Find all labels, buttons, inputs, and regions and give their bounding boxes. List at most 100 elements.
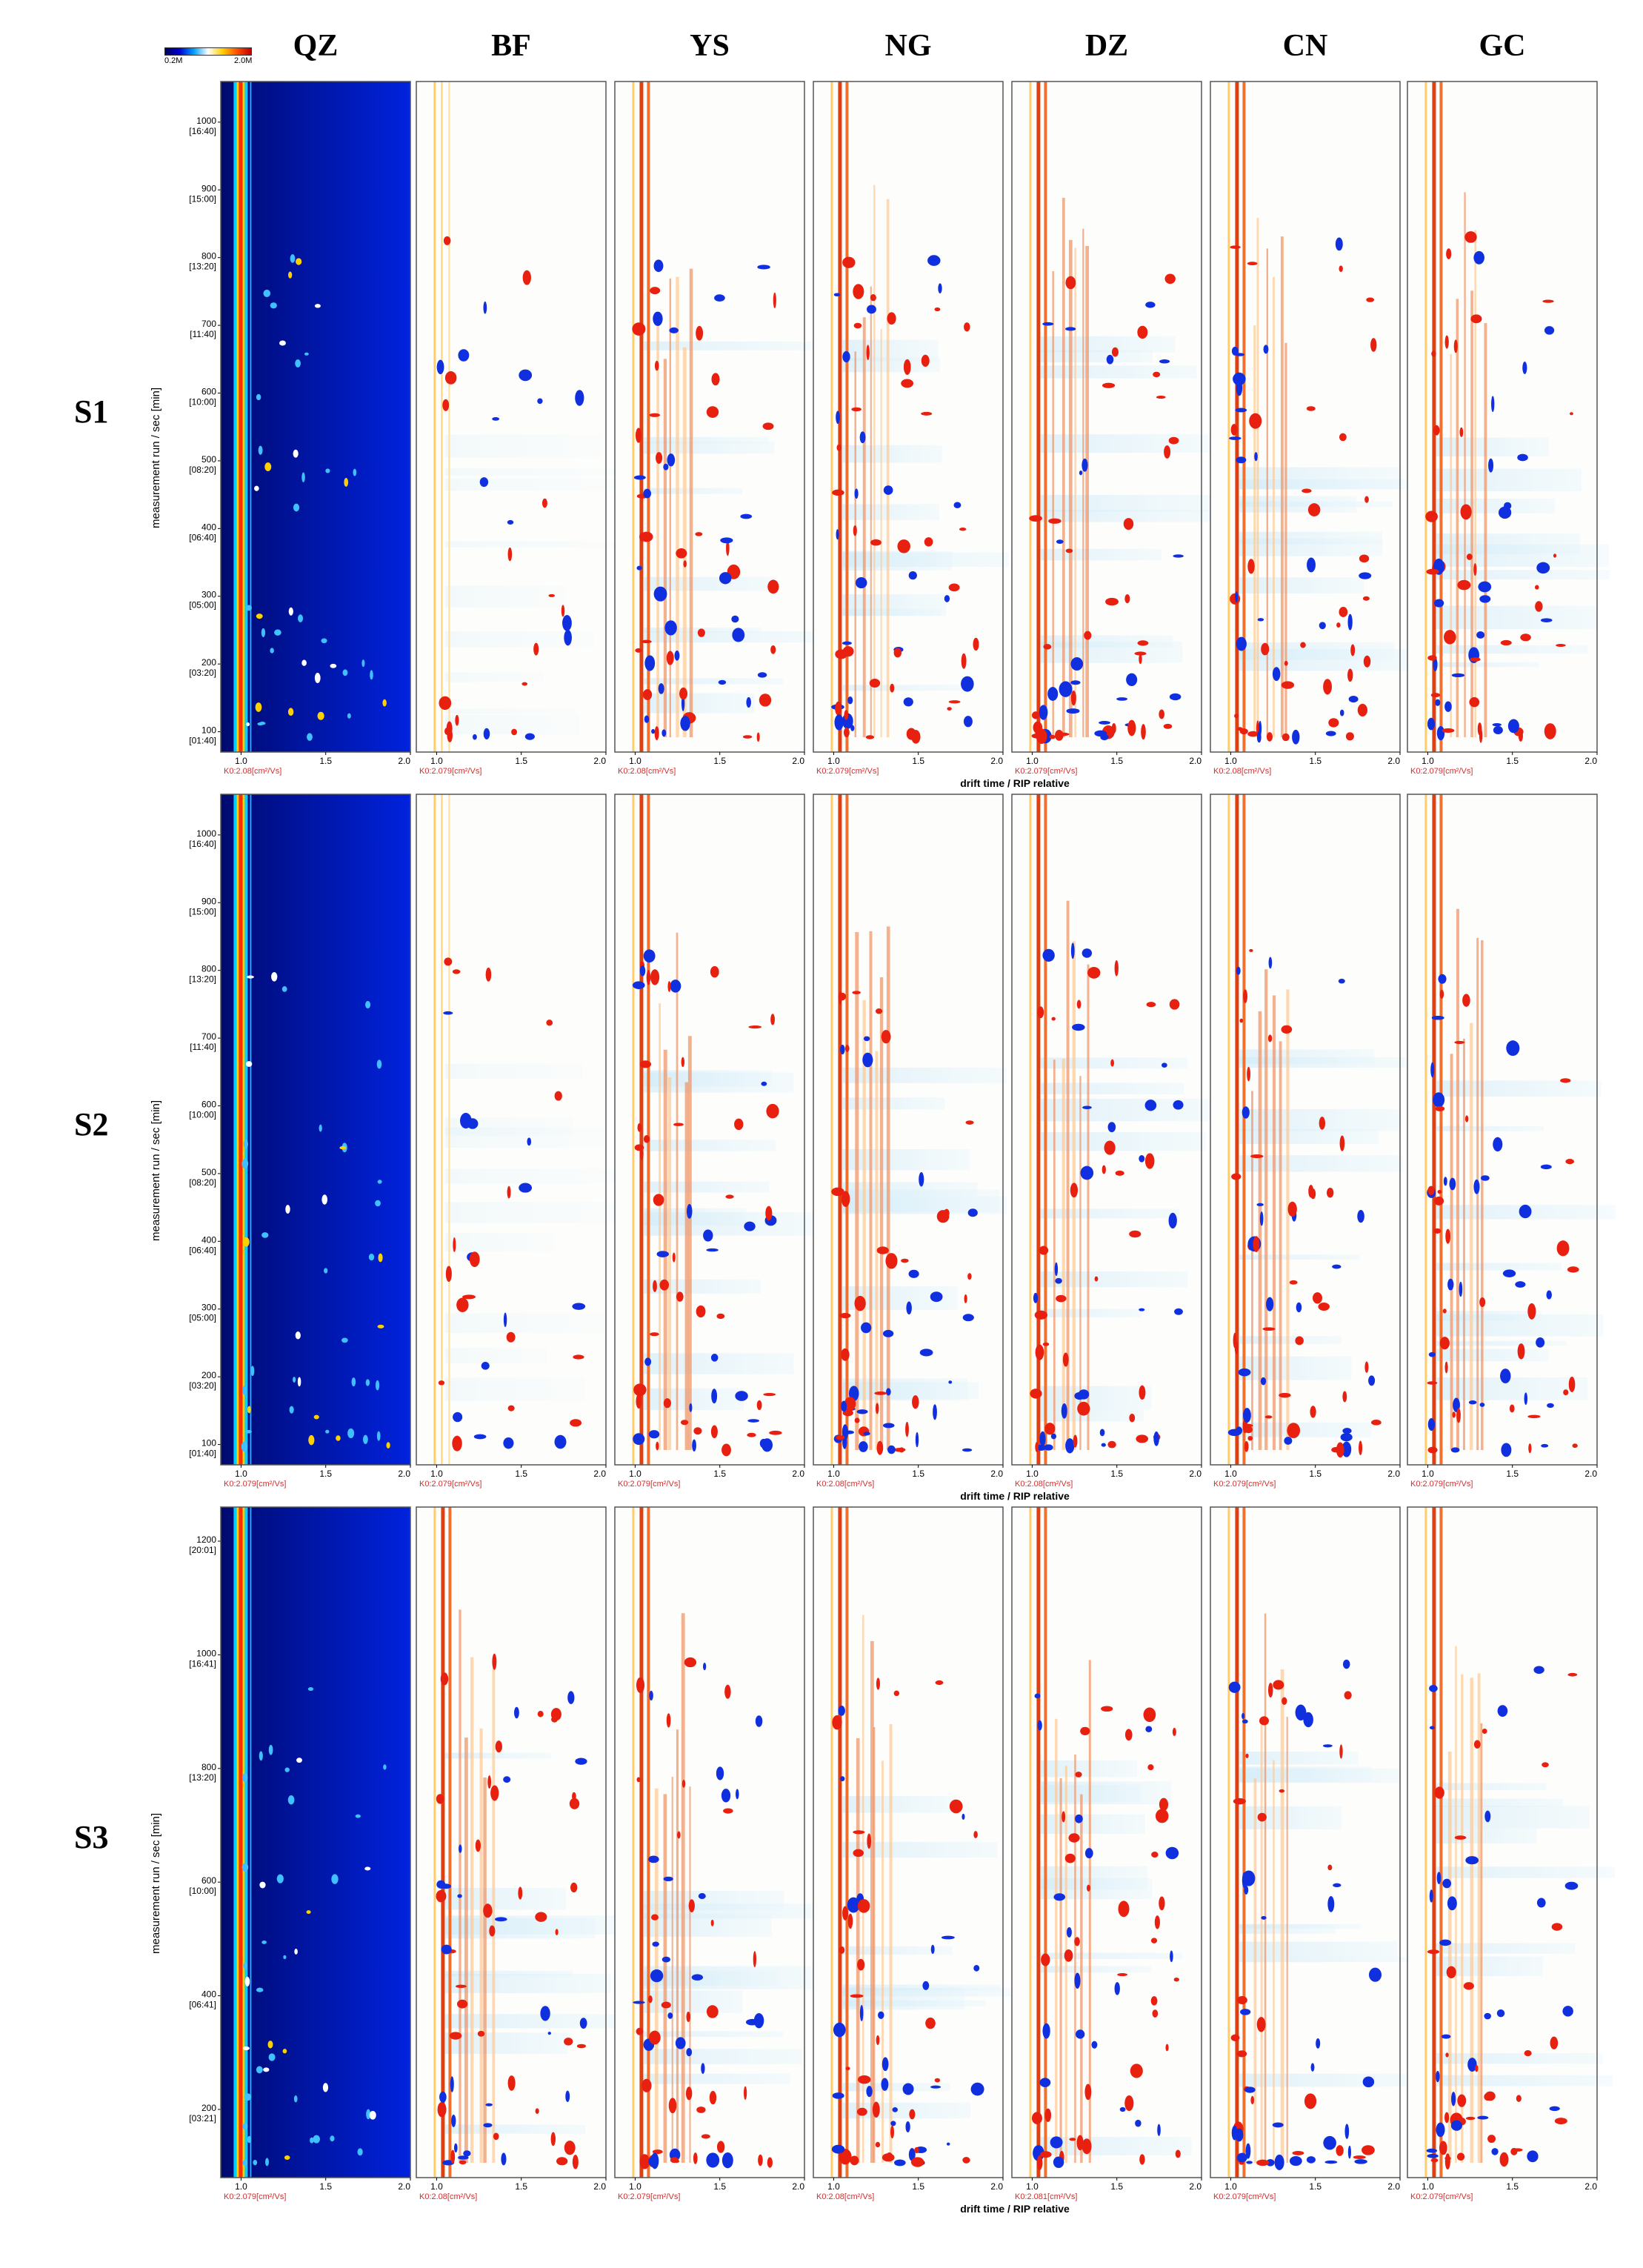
peak xyxy=(1111,347,1119,357)
peak xyxy=(1062,1352,1069,1367)
peak xyxy=(1339,433,1347,442)
peak xyxy=(241,1158,249,1169)
peak xyxy=(336,1435,341,1441)
peak xyxy=(1325,731,1336,736)
peak xyxy=(1439,1939,1452,1946)
peak xyxy=(683,560,687,568)
peak xyxy=(847,1913,853,1929)
peak xyxy=(1452,1411,1456,1418)
peak xyxy=(734,1118,744,1131)
peak xyxy=(546,1020,553,1026)
difference-band xyxy=(1040,510,1218,522)
k0-label: K0:2.079[cm²/Vs] xyxy=(618,2192,680,2201)
peak xyxy=(1143,1707,1156,1723)
peak xyxy=(1030,1389,1042,1399)
peak xyxy=(852,991,861,994)
peak xyxy=(458,2155,469,2160)
peak-streak xyxy=(1062,1058,1065,1450)
peak xyxy=(632,981,645,989)
difference-band xyxy=(643,436,770,444)
rip-line xyxy=(845,794,849,1465)
peak xyxy=(1430,693,1441,698)
rip-line xyxy=(1029,794,1032,1465)
peak xyxy=(276,1874,284,1883)
peak xyxy=(1335,237,1343,251)
peak xyxy=(636,2027,644,2035)
peak xyxy=(246,722,250,727)
panel-s1-ng: 1.0 1.5 2.0K0:2.079[cm²/Vs] xyxy=(813,81,1009,776)
difference-band xyxy=(643,1279,761,1294)
panel-background xyxy=(1012,1507,1202,2178)
peak-streak xyxy=(1251,1091,1253,1450)
difference-band xyxy=(643,341,817,350)
peak xyxy=(1080,1165,1094,1180)
peak xyxy=(646,969,651,985)
peak xyxy=(964,322,970,332)
y-tick-label: 1200 xyxy=(196,1534,216,1545)
peak xyxy=(1256,2017,1266,2032)
y-tick-sublabel: [15:00] xyxy=(189,193,216,204)
rip-line xyxy=(647,1507,650,2178)
x-tick-label: 2.0 xyxy=(792,2181,804,2192)
peak xyxy=(1104,1140,1116,1155)
peak xyxy=(271,971,278,982)
peak xyxy=(330,2135,335,2142)
k0-label: K0:2.079[cm²/Vs] xyxy=(224,1480,286,1489)
peak xyxy=(1550,2036,1559,2049)
peak xyxy=(281,986,287,992)
peak xyxy=(1236,456,1247,464)
column-header-ng: NG xyxy=(884,29,932,63)
difference-band xyxy=(444,1888,567,1910)
peak xyxy=(479,477,489,488)
peak xyxy=(1492,722,1502,727)
rip-line xyxy=(632,82,635,752)
peak xyxy=(1065,548,1073,553)
peak xyxy=(1051,1017,1056,1021)
peak xyxy=(1287,1423,1301,1439)
peak xyxy=(1434,1196,1444,1206)
peak xyxy=(641,639,652,644)
peak xyxy=(961,653,967,669)
peak xyxy=(242,1773,248,1783)
peak xyxy=(1323,2135,1336,2150)
peak xyxy=(1229,436,1242,440)
peak xyxy=(962,1813,965,1820)
peak xyxy=(1295,1704,1307,1721)
y-tick-sublabel: [11:40] xyxy=(190,1042,216,1052)
y-tick-label: 700 xyxy=(201,1031,216,1042)
peak xyxy=(681,1779,686,1788)
peak xyxy=(1536,562,1550,574)
peak-streak xyxy=(483,1777,487,2163)
peak xyxy=(1075,1814,1083,1823)
peak xyxy=(1236,379,1243,396)
y-tick-label: 800 xyxy=(201,1762,216,1772)
peak xyxy=(366,2109,371,2120)
peak xyxy=(1370,338,1377,352)
x-tick-label: 1.0 xyxy=(1224,2181,1237,2192)
peak xyxy=(1524,1392,1528,1406)
peak xyxy=(1436,725,1445,741)
peak xyxy=(1515,1281,1526,1288)
peak xyxy=(1247,262,1258,266)
peak xyxy=(317,711,324,720)
peak xyxy=(1339,709,1344,716)
peak xyxy=(507,2075,516,2091)
peak xyxy=(492,416,500,421)
peak xyxy=(245,1429,252,1434)
peak xyxy=(962,1448,973,1452)
peak xyxy=(656,452,663,464)
peak xyxy=(301,659,307,666)
peak xyxy=(1272,667,1281,681)
x-tick-label: 1.0 xyxy=(1026,2181,1039,2192)
difference-band xyxy=(1040,350,1153,363)
peak xyxy=(1482,1729,1487,1734)
difference-band xyxy=(1239,1356,1352,1380)
peak xyxy=(569,1798,580,1809)
peak xyxy=(1465,1856,1479,1865)
x-tick-label: 1.0 xyxy=(430,1469,443,1479)
peak xyxy=(439,696,452,711)
peak xyxy=(885,1253,898,1269)
peak xyxy=(1110,1059,1114,1067)
peak xyxy=(1102,382,1116,388)
peak xyxy=(919,1349,933,1357)
